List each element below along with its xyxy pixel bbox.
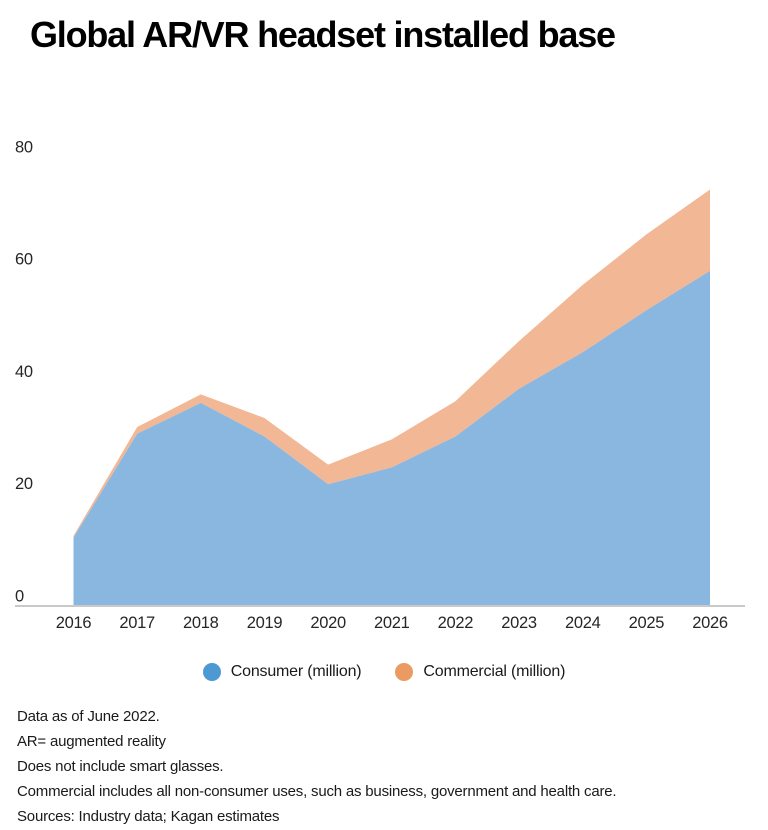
page-title: Global AR/VR headset installed base [30,14,616,55]
x-tick-label: 2020 [310,614,346,632]
y-tick-label: 0 [15,588,24,606]
x-tick-label: 2022 [438,614,474,632]
x-tick-label: 2019 [247,614,283,632]
footnote-line: Commercial includes all non-consumer use… [17,783,617,800]
y-tick-label: 20 [15,475,33,493]
footnotes: Data as of June 2022. AR= augmented real… [17,704,757,829]
footnote-line: Does not include smart glasses. [17,758,224,775]
x-tick-label: 2025 [629,614,665,632]
legend-label-commercial: Commercial (million) [423,663,566,680]
x-tick-label: 2023 [501,614,537,632]
x-tick-label: 2026 [692,614,728,632]
legend-swatch-commercial-icon [395,663,414,681]
legend-swatch-consumer-icon [202,663,221,681]
x-tick-label: 2017 [119,614,155,632]
x-tick-label: 2021 [374,614,410,632]
x-tick-label: 2018 [183,614,219,632]
y-tick-label: 60 [15,251,33,269]
chart-legend: Consumer (million) Commercial (million) [0,660,768,684]
legend-label-consumer: Consumer (million) [230,663,362,680]
y-tick-label: 80 [15,138,33,156]
y-tick-label: 40 [15,363,33,381]
x-tick-label: 2016 [56,614,92,632]
consumer-area [73,270,710,605]
footnote-line: Data as of June 2022. [17,708,160,725]
footnote-line: AR= augmented reality [17,733,166,750]
legend-item-commercial: Commercial (million) [395,663,565,681]
footnote-line: Sources: Industry data; Kagan estimates [17,808,280,825]
legend-item-consumer: Consumer (million) [202,663,362,681]
x-tick-label: 2024 [565,614,601,632]
